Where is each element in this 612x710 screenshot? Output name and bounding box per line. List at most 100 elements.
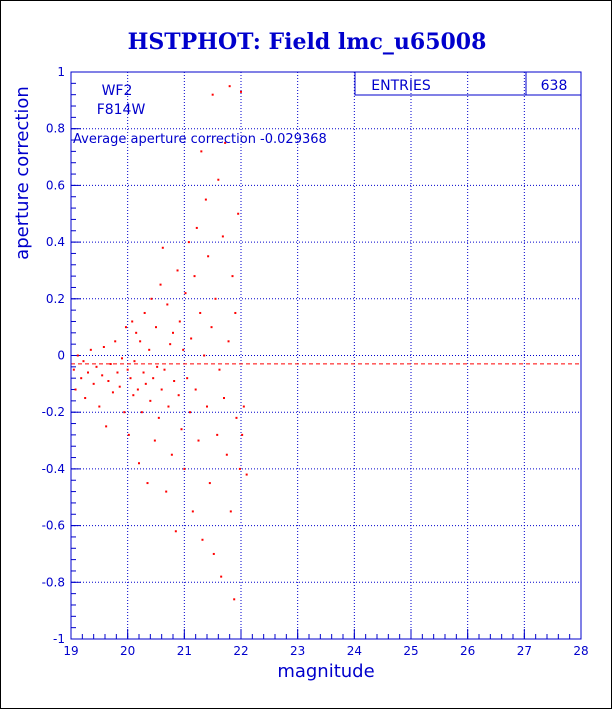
- data-point: [207, 255, 210, 258]
- data-points: [72, 85, 248, 601]
- y-tick-label: -0.8: [42, 575, 65, 589]
- x-tick-label: 22: [233, 644, 248, 658]
- stats-box: ENTRIES 638: [354, 71, 582, 96]
- y-tick-label: 0.2: [46, 292, 65, 306]
- data-point: [136, 388, 139, 391]
- data-point: [237, 212, 240, 215]
- data-point: [245, 473, 248, 476]
- data-point: [233, 598, 236, 601]
- x-tick-label: 19: [63, 644, 78, 658]
- data-point: [98, 405, 101, 408]
- y-tick-label: -0.4: [42, 462, 65, 476]
- data-point: [234, 311, 237, 314]
- data-point: [140, 411, 143, 414]
- data-point: [204, 198, 207, 201]
- data-point: [74, 388, 77, 391]
- axes: 19 20 21 22 23 24 25 26 27 28 -1 -0.8 -0.6 -0.4 -0.2 0 0…: [42, 65, 589, 658]
- data-point: [170, 453, 173, 456]
- data-point: [194, 388, 197, 391]
- data-point: [228, 85, 231, 88]
- y-tick-label: 0.6: [46, 178, 65, 192]
- data-point: [107, 380, 110, 383]
- data-point: [132, 394, 135, 397]
- filter-label: F814W: [97, 102, 146, 118]
- data-point: [82, 360, 85, 363]
- data-point: [157, 416, 160, 419]
- data-point: [92, 382, 95, 385]
- data-point: [176, 269, 179, 272]
- data-point: [150, 297, 153, 300]
- data-point: [101, 374, 104, 377]
- data-point: [224, 141, 227, 144]
- data-point: [169, 343, 172, 346]
- data-point: [199, 311, 202, 314]
- stats-box-border: [354, 71, 582, 96]
- x-tick-label: 27: [517, 644, 532, 658]
- data-point: [144, 382, 147, 385]
- data-point: [148, 348, 151, 351]
- data-point: [177, 394, 180, 397]
- data-point: [89, 348, 92, 351]
- x-tick-label: 21: [177, 644, 192, 658]
- data-point: [149, 399, 152, 402]
- data-point: [129, 377, 132, 380]
- data-point: [231, 275, 234, 278]
- grid: [71, 72, 581, 639]
- data-point: [221, 235, 224, 238]
- data-point: [102, 345, 105, 348]
- data-point: [195, 226, 198, 229]
- data-point: [126, 368, 129, 371]
- data-point: [186, 377, 189, 380]
- data-point: [218, 368, 221, 371]
- data-point: [206, 405, 208, 408]
- y-tick-label: 0: [57, 349, 65, 363]
- data-point: [173, 380, 176, 383]
- data-point: [210, 326, 213, 329]
- data-point: [135, 331, 138, 334]
- y-tick-label: 0.8: [46, 122, 65, 136]
- stats-box-label: ENTRIES: [371, 78, 431, 94]
- data-point: [72, 368, 75, 371]
- data-point: [153, 439, 156, 442]
- data-point: [200, 150, 203, 153]
- y-tick-label: 0.4: [46, 235, 65, 249]
- data-point: [235, 416, 238, 419]
- data-point: [123, 411, 126, 414]
- data-point: [105, 425, 108, 428]
- x-tick-label: 20: [120, 644, 135, 658]
- data-point: [220, 575, 223, 578]
- data-point: [124, 326, 127, 329]
- data-point: [182, 348, 185, 351]
- average-annotation: Average aperture correction -0.029368: [73, 132, 327, 147]
- data-point: [238, 467, 241, 470]
- stats-box-value: 638: [541, 78, 568, 94]
- x-tick-label: 24: [347, 644, 362, 658]
- data-point: [217, 178, 220, 181]
- data-point: [143, 311, 146, 314]
- y-tick-label: -0.6: [42, 519, 65, 533]
- data-point: [208, 482, 211, 485]
- data-point: [111, 391, 114, 394]
- data-point: [229, 510, 232, 513]
- data-point: [242, 405, 245, 408]
- data-point: [152, 377, 155, 380]
- data-point: [156, 365, 159, 368]
- data-point: [160, 388, 163, 391]
- data-point: [138, 462, 140, 465]
- data-point: [178, 320, 181, 323]
- x-tick-label: 25: [403, 644, 418, 658]
- data-point: [211, 93, 214, 96]
- y-tick-label: -1: [53, 632, 65, 646]
- data-point: [87, 371, 89, 374]
- data-point: [114, 340, 117, 343]
- y-axis-label: aperture correction: [12, 86, 33, 260]
- data-point: [121, 357, 123, 360]
- data-point: [118, 385, 121, 388]
- data-point: [189, 411, 191, 414]
- x-tick-label: 23: [290, 644, 305, 658]
- data-point: [139, 340, 142, 343]
- data-point: [191, 510, 194, 513]
- data-point: [201, 538, 204, 541]
